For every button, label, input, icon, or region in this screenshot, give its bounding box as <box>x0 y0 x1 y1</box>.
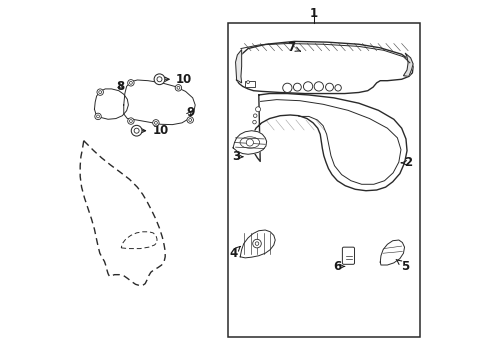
Circle shape <box>131 125 142 136</box>
Polygon shape <box>233 131 266 154</box>
Circle shape <box>129 81 132 84</box>
Circle shape <box>252 120 256 124</box>
Polygon shape <box>123 80 195 125</box>
Circle shape <box>95 113 101 120</box>
Circle shape <box>97 89 103 95</box>
Circle shape <box>154 121 157 124</box>
Circle shape <box>255 107 260 112</box>
Polygon shape <box>240 230 275 258</box>
Bar <box>228 23 419 337</box>
Circle shape <box>177 86 180 89</box>
Circle shape <box>175 85 181 91</box>
Polygon shape <box>380 240 404 265</box>
Circle shape <box>154 74 164 85</box>
FancyBboxPatch shape <box>342 247 354 264</box>
Circle shape <box>97 115 99 118</box>
Text: 10: 10 <box>139 124 168 137</box>
Circle shape <box>293 83 301 91</box>
Polygon shape <box>236 41 412 94</box>
Text: 8: 8 <box>116 80 124 93</box>
Circle shape <box>282 83 291 93</box>
Text: 5: 5 <box>395 260 408 273</box>
Polygon shape <box>251 94 406 191</box>
Circle shape <box>157 77 162 82</box>
Circle shape <box>152 120 159 126</box>
Circle shape <box>255 242 258 246</box>
Circle shape <box>99 91 102 94</box>
Polygon shape <box>403 53 412 76</box>
Text: 3: 3 <box>231 150 243 163</box>
Circle shape <box>313 82 323 91</box>
Circle shape <box>252 239 261 248</box>
Circle shape <box>246 81 249 84</box>
Circle shape <box>253 114 257 117</box>
Circle shape <box>127 80 134 86</box>
Circle shape <box>129 120 132 122</box>
Circle shape <box>134 128 139 133</box>
Circle shape <box>325 83 333 91</box>
Circle shape <box>303 82 312 91</box>
Text: 10: 10 <box>162 73 192 86</box>
Text: 9: 9 <box>186 106 194 120</box>
Circle shape <box>127 118 134 124</box>
Circle shape <box>186 117 193 123</box>
Text: 4: 4 <box>228 246 240 260</box>
Polygon shape <box>94 89 128 119</box>
Text: 7: 7 <box>286 41 300 54</box>
Bar <box>244 81 255 87</box>
Circle shape <box>334 85 341 91</box>
Text: 6: 6 <box>332 260 344 273</box>
Text: 1: 1 <box>309 8 318 21</box>
Circle shape <box>246 139 253 146</box>
Circle shape <box>188 118 191 121</box>
Polygon shape <box>235 50 241 83</box>
Text: 2: 2 <box>401 156 411 169</box>
